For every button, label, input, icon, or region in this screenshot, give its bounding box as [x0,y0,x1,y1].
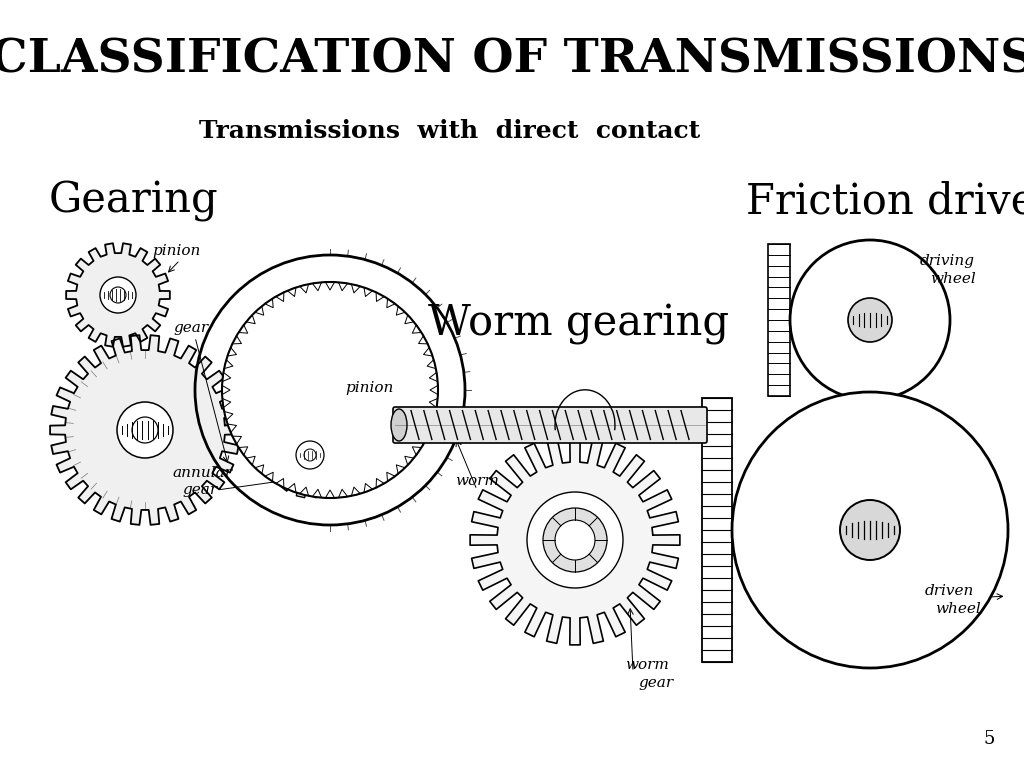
Text: gear: gear [182,483,217,497]
Circle shape [848,298,892,342]
Text: gear: gear [173,321,208,335]
Text: pinion: pinion [152,244,201,258]
Ellipse shape [391,409,407,441]
Text: gear: gear [638,676,673,690]
Circle shape [117,402,173,458]
Text: Transmissions  with  direct  contact: Transmissions with direct contact [200,119,700,143]
Text: CLASSIFICATION OF TRANSMISSIONS: CLASSIFICATION OF TRANSMISSIONS [0,37,1024,83]
Circle shape [555,520,595,560]
Polygon shape [470,435,680,645]
Circle shape [732,392,1008,668]
Circle shape [100,277,136,313]
Text: driven: driven [925,584,975,598]
Text: wheel: wheel [935,602,981,616]
Text: worm: worm [625,658,669,672]
Text: Friction drive: Friction drive [746,180,1024,223]
Text: 5: 5 [984,730,995,748]
Text: pinion: pinion [345,381,393,395]
Polygon shape [50,335,240,525]
Bar [768,244,790,396]
Circle shape [543,508,607,572]
Circle shape [840,500,900,560]
Circle shape [790,240,950,400]
Text: worm: worm [455,474,499,488]
Text: Gearing: Gearing [48,180,218,223]
Circle shape [222,282,438,498]
Bar [702,398,732,663]
FancyBboxPatch shape [393,407,707,443]
Text: driving: driving [920,254,975,268]
Text: Worm gearing: Worm gearing [428,303,729,346]
Circle shape [527,492,623,588]
Text: annular: annular [172,466,232,480]
Text: wheel: wheel [930,272,976,286]
Polygon shape [67,243,170,346]
Circle shape [296,441,324,469]
Polygon shape [267,412,353,498]
